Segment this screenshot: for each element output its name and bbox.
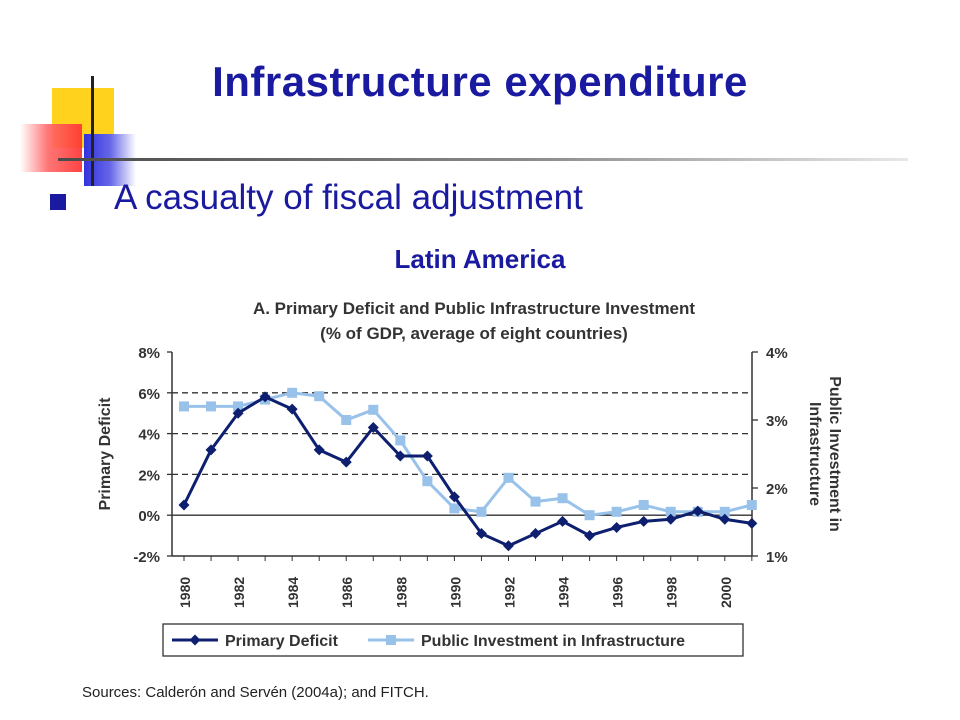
y-axis-title-right-line1: Public Investment in <box>826 376 843 532</box>
point-infrastructure-investment <box>449 503 460 514</box>
point-primary-deficit <box>232 407 244 419</box>
point-primary-deficit <box>259 391 271 403</box>
point-primary-deficit <box>557 515 569 527</box>
y-tick-label-left: 0% <box>138 508 160 525</box>
point-primary-deficit <box>421 450 433 462</box>
y-tick-label-right: 1% <box>766 549 788 566</box>
chart-subtitle: (% of GDP, average of eight countries) <box>320 324 628 343</box>
title-divider <box>58 158 908 161</box>
x-tick-label: 1986 <box>339 577 355 608</box>
point-primary-deficit <box>394 450 406 462</box>
point-primary-deficit <box>340 456 352 468</box>
point-infrastructure-investment <box>638 500 649 510</box>
point-infrastructure-investment <box>179 401 189 412</box>
y-tick-label-right: 4% <box>766 345 788 362</box>
bullet-marker <box>50 194 66 210</box>
y-tick-label-left: 4% <box>138 427 160 444</box>
point-primary-deficit <box>665 513 677 525</box>
point-infrastructure-investment <box>557 493 568 504</box>
point-primary-deficit <box>367 421 379 433</box>
point-infrastructure-investment <box>341 415 352 425</box>
x-tick-label: 1988 <box>393 577 409 608</box>
point-infrastructure-investment <box>206 401 217 412</box>
point-infrastructure-investment <box>314 391 325 402</box>
point-infrastructure-investment <box>476 506 487 517</box>
y-tick-label-left: 6% <box>138 386 160 403</box>
point-infrastructure-investment <box>368 404 379 415</box>
point-infrastructure-investment <box>611 506 622 517</box>
y-axis-title-right-line2: Infrastructure <box>806 402 823 506</box>
point-infrastructure-investment <box>746 500 757 510</box>
x-tick-label: 1984 <box>285 577 301 608</box>
x-tick-label: 1990 <box>447 577 463 608</box>
chart-title: A. Primary Deficit and Public Infrastruc… <box>253 299 695 318</box>
legend-label-primary-deficit: Primary Deficit <box>225 633 339 650</box>
point-infrastructure-investment <box>719 506 730 517</box>
point-primary-deficit <box>611 521 623 533</box>
point-primary-deficit <box>178 499 190 511</box>
point-primary-deficit <box>719 513 731 525</box>
y-tick-label-right: 2% <box>766 481 788 498</box>
point-primary-deficit <box>448 491 460 503</box>
point-infrastructure-investment <box>287 387 298 398</box>
point-primary-deficit <box>746 517 758 529</box>
point-infrastructure-investment <box>395 435 406 446</box>
point-infrastructure-investment <box>422 476 433 487</box>
point-infrastructure-investment <box>503 472 514 483</box>
point-primary-deficit <box>286 403 298 415</box>
legend-marker-primary-deficit <box>189 634 201 646</box>
legend-marker-infrastructure-investment <box>386 635 396 645</box>
series-line-infrastructure-investment <box>184 391 753 517</box>
y-tick-label-right: 3% <box>766 413 788 430</box>
point-primary-deficit <box>692 505 704 517</box>
point-primary-deficit <box>584 530 596 542</box>
point-primary-deficit <box>502 540 514 552</box>
x-tick-label: 1998 <box>664 577 680 608</box>
point-primary-deficit <box>530 528 542 540</box>
point-primary-deficit <box>205 444 217 456</box>
series-line-primary-deficit <box>182 395 753 548</box>
point-primary-deficit <box>638 515 650 527</box>
region-label: Latin America <box>394 244 566 274</box>
y-tick-label-left: 2% <box>138 467 160 484</box>
point-infrastructure-investment <box>665 506 676 517</box>
legend-box <box>162 623 744 657</box>
y-axis-title-left: Primary Deficit <box>97 397 114 511</box>
x-tick-label: 1994 <box>556 577 572 608</box>
x-tick-label: 1982 <box>231 577 247 608</box>
y-tick-label-left: -2% <box>133 549 160 566</box>
point-infrastructure-investment <box>584 510 595 521</box>
point-primary-deficit <box>475 528 487 540</box>
point-primary-deficit <box>313 444 325 456</box>
y-tick-label-left: 8% <box>138 345 160 362</box>
point-infrastructure-investment <box>233 401 244 412</box>
bullet-text: A casualty of fiscal adjustment <box>114 178 583 217</box>
x-tick-label: 1980 <box>177 577 193 608</box>
page-title: Infrastructure expenditure <box>212 58 748 105</box>
x-tick-label: 1992 <box>501 577 517 608</box>
decor-vertical-line <box>91 76 94 186</box>
source-note: Sources: Calderón and Servén (2004a); an… <box>82 684 429 701</box>
legend-label-infrastructure-investment: Public Investment in Infrastructure <box>421 633 685 650</box>
x-tick-label: 1996 <box>610 577 626 608</box>
x-tick-label: 2000 <box>718 577 734 608</box>
point-infrastructure-investment <box>530 496 541 507</box>
decor-red-block <box>20 124 82 172</box>
